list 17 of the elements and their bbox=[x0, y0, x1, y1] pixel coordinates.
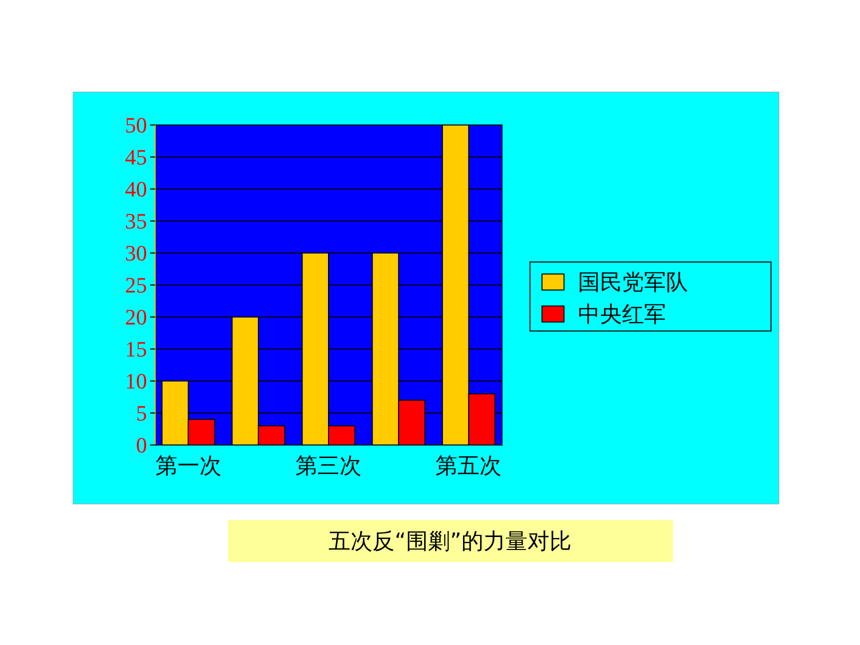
y-tick-label: 40 bbox=[125, 176, 147, 202]
x-tick-label: 第三次 bbox=[296, 454, 362, 479]
y-tick-label: 45 bbox=[125, 144, 147, 170]
y-tick-label: 50 bbox=[125, 112, 147, 138]
y-tick-label: 20 bbox=[125, 304, 147, 330]
x-tick-label: 第五次 bbox=[436, 454, 502, 479]
legend-label: 中央红军 bbox=[578, 302, 666, 328]
y-tick-label: 5 bbox=[136, 400, 147, 426]
text: 五次反“围剿”的力量对比 bbox=[328, 530, 572, 555]
x-tick-label: 第一次 bbox=[155, 454, 222, 479]
y-tick-label: 15 bbox=[125, 336, 147, 362]
y-tick-label: 10 bbox=[125, 368, 147, 394]
y-tick-label: 25 bbox=[125, 272, 147, 298]
y-tick-label: 35 bbox=[125, 208, 147, 234]
y-tick-label: 30 bbox=[125, 240, 147, 266]
legend-label: 国民党军队 bbox=[578, 270, 688, 296]
y-tick-label: 0 bbox=[136, 432, 147, 458]
